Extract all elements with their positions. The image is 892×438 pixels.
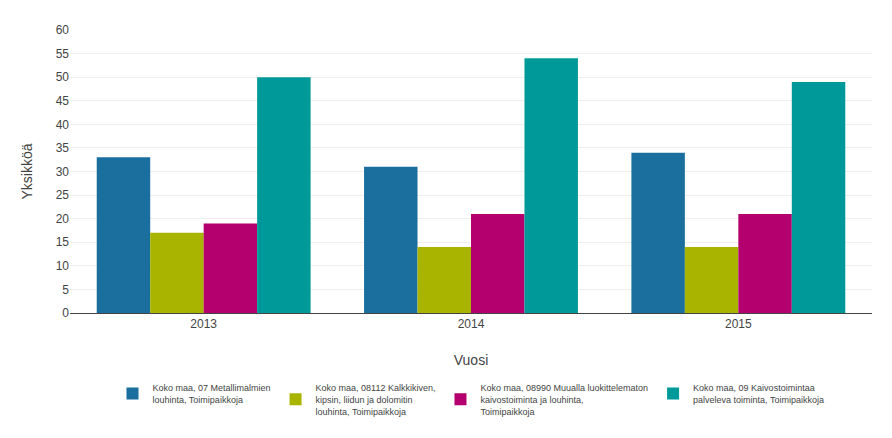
svg-text:15: 15 <box>56 235 70 249</box>
svg-text:5: 5 <box>62 283 69 297</box>
svg-text:55: 55 <box>56 47 70 61</box>
svg-text:Koko maa, 09 Kaivostoimintaapa: Koko maa, 09 Kaivostoimintaapalveleva to… <box>693 383 824 405</box>
svg-text:40: 40 <box>56 118 70 132</box>
svg-text:2013: 2013 <box>190 317 217 331</box>
svg-text:Vuosi: Vuosi <box>454 352 489 368</box>
svg-text:20: 20 <box>56 212 70 226</box>
svg-text:25: 25 <box>56 188 70 202</box>
svg-text:60: 60 <box>56 23 70 37</box>
svg-text:Koko maa, 07 Metallimalmienlou: Koko maa, 07 Metallimalmienlouhinta, Toi… <box>153 383 271 405</box>
svg-text:45: 45 <box>56 94 70 108</box>
svg-text:2015: 2015 <box>725 317 752 331</box>
svg-text:30: 30 <box>56 165 70 179</box>
svg-text:50: 50 <box>56 70 70 84</box>
svg-text:35: 35 <box>56 141 70 155</box>
svg-text:2014: 2014 <box>458 317 485 331</box>
svg-text:0: 0 <box>62 306 69 320</box>
svg-text:Koko maa, 08990 Muualla luokit: Koko maa, 08990 Muualla luokittelematonk… <box>480 383 648 416</box>
svg-text:10: 10 <box>56 259 70 273</box>
svg-text:Koko maa, 08112 Kalkkikiven,ki: Koko maa, 08112 Kalkkikiven,kipsin, liid… <box>316 383 436 416</box>
svg-text:Yksikköä: Yksikköä <box>19 143 35 199</box>
